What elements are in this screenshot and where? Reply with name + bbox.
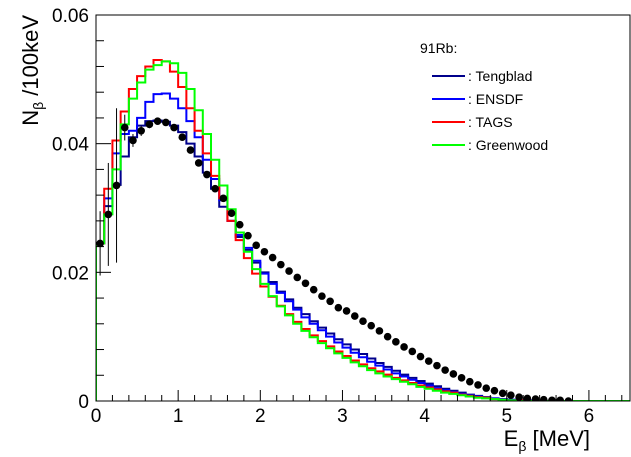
legend-label: : TAGS <box>468 114 513 130</box>
data-point <box>137 127 145 135</box>
x-tick-label: 1 <box>173 406 184 427</box>
data-point <box>433 361 441 370</box>
data-point <box>400 343 408 351</box>
data-point <box>350 312 359 320</box>
data-point <box>129 136 137 145</box>
legend-label: : Tengblad <box>468 68 532 84</box>
y-axis-title-unit: /100keV <box>18 15 43 102</box>
data-point <box>490 386 499 395</box>
data-point <box>466 377 474 386</box>
legend-title: 91Rb: <box>420 40 457 56</box>
x-axis-title-subscript: β <box>518 438 526 454</box>
x-tick-label: 5 <box>501 406 512 427</box>
series-layer <box>96 59 630 401</box>
y-axis-title-subscript: β <box>30 102 46 110</box>
x-axis-title-unit: [MeV] <box>526 426 590 451</box>
data-point <box>219 194 228 203</box>
data-point <box>515 393 523 401</box>
x-axis-title: Eβ [MeV] <box>504 426 590 454</box>
x-tick-label: 3 <box>337 406 348 427</box>
data-point <box>309 285 318 294</box>
data-point <box>392 338 400 346</box>
plot-frame <box>95 14 631 402</box>
data-point <box>211 184 219 193</box>
legend-label: : ENSDF <box>468 91 523 107</box>
data-point <box>170 123 178 132</box>
data-point <box>441 366 449 374</box>
legend-label: : Greenwood <box>468 137 548 153</box>
data-point <box>367 321 376 330</box>
data-point <box>457 374 466 382</box>
data-point <box>318 292 326 300</box>
x-tick-label: 0 <box>91 406 102 427</box>
y-axis-title-main: N <box>18 110 43 126</box>
data-point <box>359 317 367 326</box>
data-point <box>252 241 260 250</box>
data-point <box>203 170 211 179</box>
data-point <box>383 332 392 341</box>
series-line-3 <box>96 60 630 401</box>
data-point <box>482 384 491 392</box>
x-axis-title-main: E <box>504 426 519 451</box>
x-axis-ticks: 0 1 2 3 4 5 6 <box>91 390 623 427</box>
y-axis-ticks: 0 0.02 0.04 0.06 <box>52 6 111 413</box>
data-point <box>474 381 482 389</box>
data-point <box>523 394 532 401</box>
data-point <box>244 231 252 240</box>
data-point <box>120 123 129 132</box>
data-point <box>178 133 187 142</box>
data-points-layer <box>96 108 573 401</box>
data-point <box>334 303 343 312</box>
data-point <box>531 395 540 401</box>
data-point <box>277 260 285 269</box>
data-point <box>564 397 573 401</box>
data-point <box>375 327 384 335</box>
data-point <box>416 352 425 361</box>
data-point <box>507 391 515 400</box>
data-point <box>260 247 269 256</box>
data-point <box>326 297 334 306</box>
data-point <box>301 279 310 288</box>
y-tick-label: 0.02 <box>52 263 89 284</box>
y-tick-label: 0.04 <box>52 135 89 156</box>
data-point <box>153 117 162 125</box>
data-point <box>227 209 236 217</box>
data-point <box>186 146 195 154</box>
data-point <box>548 396 556 401</box>
data-point <box>112 181 121 190</box>
data-point <box>194 159 203 167</box>
data-point <box>539 395 548 401</box>
data-point <box>96 239 104 248</box>
data-point <box>449 370 458 378</box>
y-tick-label: 0 <box>78 392 89 413</box>
legend-entries: : Tengblad : ENSDF : TAGS : Greenwood <box>432 68 548 153</box>
x-tick-label: 2 <box>255 406 266 427</box>
data-point <box>556 396 564 401</box>
data-point <box>285 267 293 275</box>
y-axis-title: Nβ /100keV <box>18 15 46 126</box>
x-tick-label: 4 <box>419 406 430 427</box>
data-point <box>293 273 302 282</box>
data-point <box>104 210 113 219</box>
data-point <box>342 307 351 315</box>
data-point <box>145 120 154 129</box>
y-tick-label: 0.06 <box>52 6 89 27</box>
data-point <box>162 118 170 127</box>
data-point <box>408 347 417 356</box>
data-point <box>424 357 433 365</box>
data-point <box>235 220 244 229</box>
legend: 91Rb: : Tengblad : ENSDF : TAGS : Greenwood <box>420 40 548 153</box>
data-point <box>268 253 277 262</box>
x-tick-label: 6 <box>584 406 595 427</box>
data-point <box>498 389 507 398</box>
